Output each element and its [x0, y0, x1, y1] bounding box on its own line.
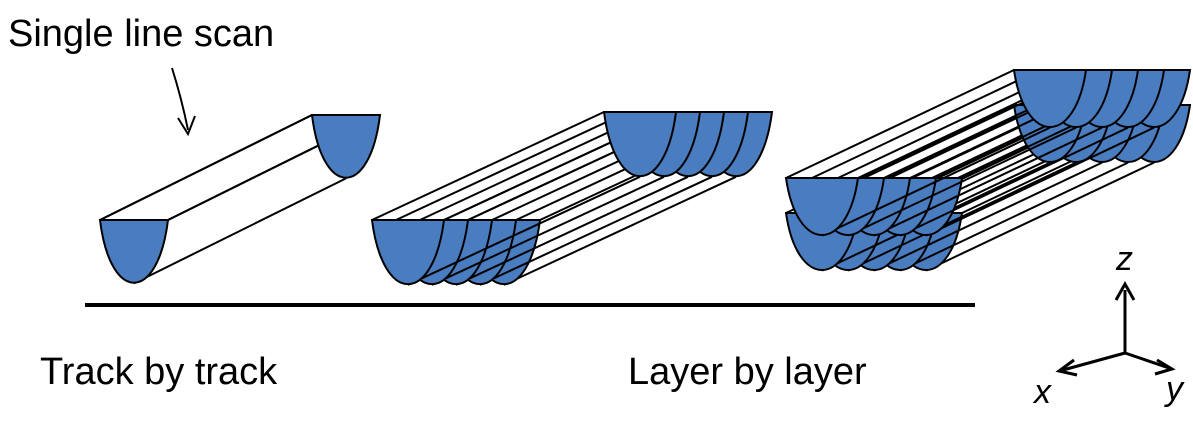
track-edge — [395, 111, 629, 221]
track-edge — [503, 175, 737, 286]
front-melt-pool-face — [784, 177, 860, 236]
track-edge — [873, 161, 1103, 272]
track-edge — [811, 69, 1041, 179]
single-track — [98, 114, 382, 285]
track-edge — [899, 126, 1129, 237]
front-melt-pool-face — [98, 219, 170, 284]
track-edge — [785, 69, 1015, 179]
layer-by-layer-caption: Layer by layer — [628, 351, 867, 393]
annotation-arrow — [171, 67, 196, 137]
track-edge — [371, 111, 605, 221]
track-edge — [431, 175, 665, 286]
back-melt-pool-face — [1012, 69, 1088, 128]
front-melt-pool-face — [370, 219, 446, 285]
layer-by-layer-group — [784, 69, 1192, 272]
track-by-track-caption: Track by track — [40, 351, 278, 393]
back-melt-pool-face — [310, 114, 382, 179]
track-edge — [407, 175, 641, 286]
single-line-scan-label: Single line scan — [8, 13, 274, 55]
track-edge — [847, 126, 1077, 237]
single-track-group — [98, 114, 382, 285]
track-edge — [925, 126, 1155, 237]
track-edge — [821, 126, 1051, 237]
track-edge — [899, 161, 1129, 272]
x-axis-label: x — [1032, 373, 1052, 411]
track-edge — [847, 161, 1077, 272]
track-edge — [99, 114, 313, 221]
track-1 — [370, 111, 678, 286]
track-edge — [479, 175, 713, 286]
y-axis-label: y — [1164, 370, 1185, 408]
layer-2-track-1 — [784, 69, 1088, 237]
track-edge — [455, 175, 689, 286]
z-axis-label: z — [1115, 240, 1133, 278]
track-edge — [873, 126, 1103, 237]
track-edge — [925, 161, 1155, 272]
track-by-track-group — [370, 111, 774, 286]
track-edge — [133, 177, 347, 285]
coordinate-axes — [1055, 280, 1176, 377]
back-melt-pool-face — [602, 111, 678, 177]
